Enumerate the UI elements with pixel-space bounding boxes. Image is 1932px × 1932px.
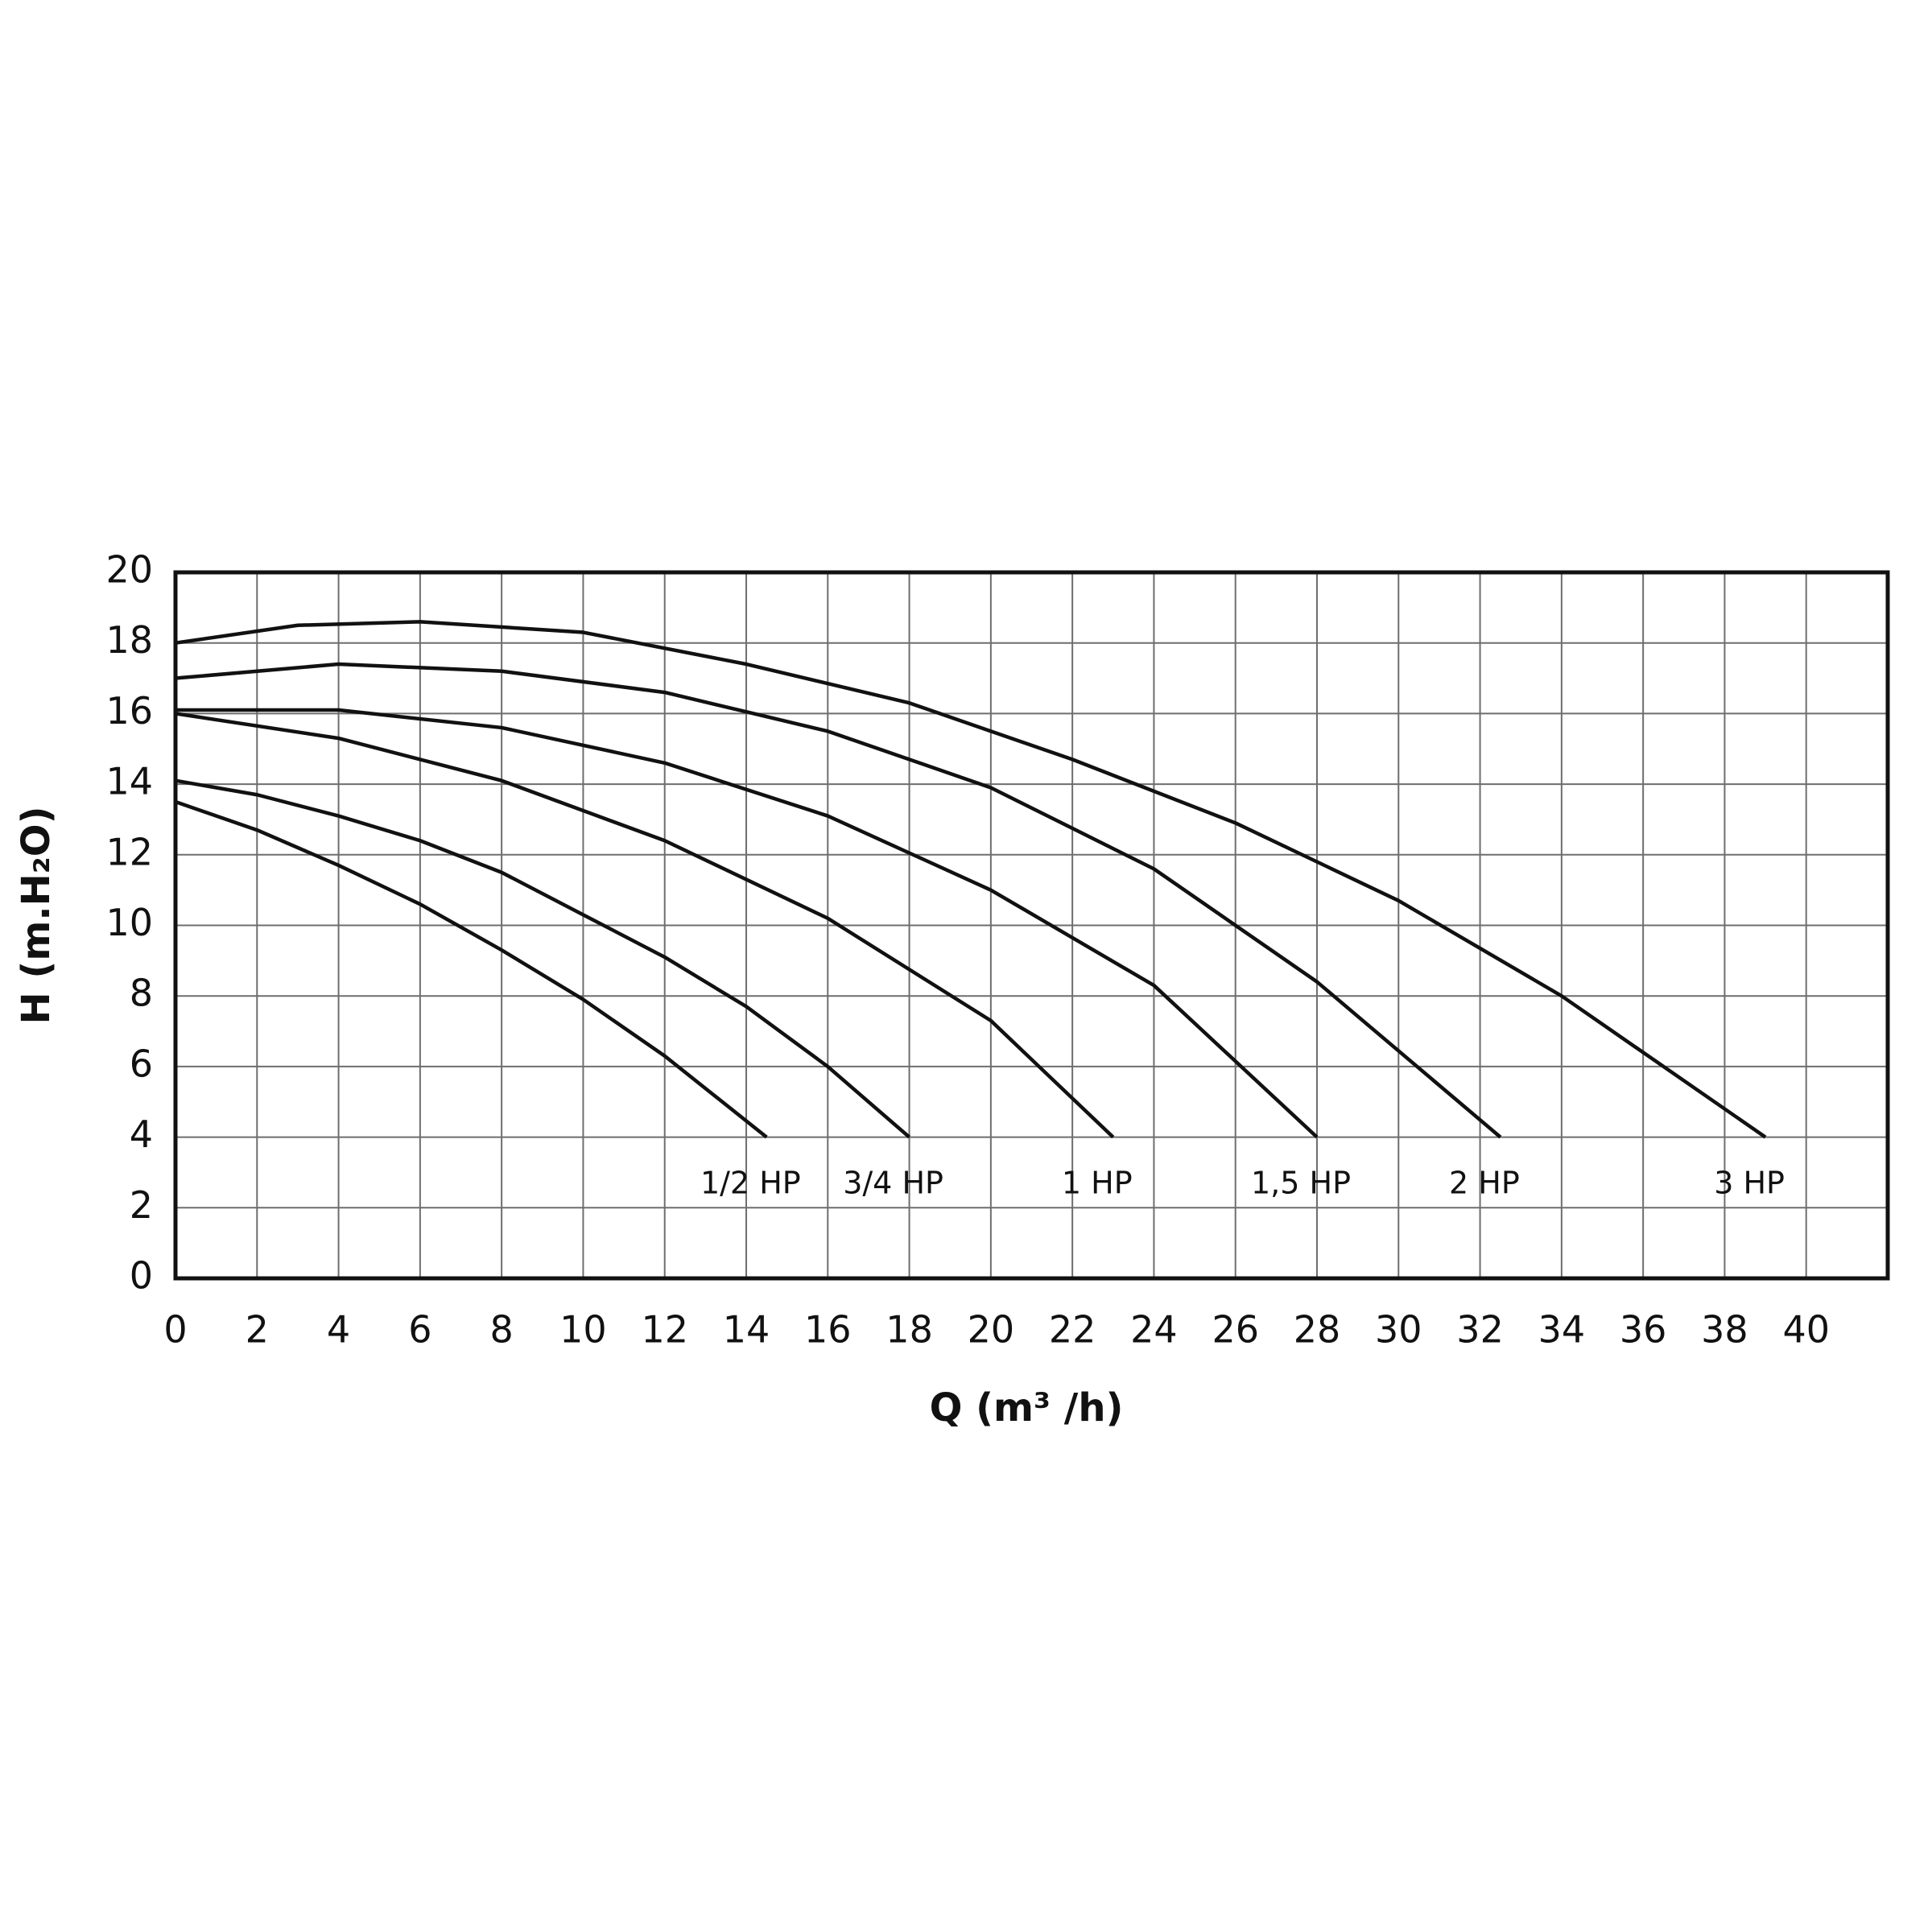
curve-label: 1,5 HP: [1251, 1166, 1351, 1201]
curve-label: 1/2 HP: [700, 1166, 801, 1201]
y-tick-label: 0: [130, 1254, 153, 1298]
x-tick-label: 36: [1620, 1308, 1667, 1352]
pump-curve: [175, 662, 1502, 1139]
curve-label: 1 HP: [1062, 1166, 1133, 1201]
curve-label: 2 HP: [1449, 1166, 1520, 1201]
x-tick-label: 12: [641, 1308, 688, 1352]
x-tick-label: 2: [246, 1308, 269, 1352]
y-tick-label: 8: [130, 972, 153, 1015]
x-tick-label: 30: [1375, 1308, 1422, 1352]
x-axis-title: Q (m³ /h): [930, 1385, 1124, 1430]
curve-label: 3 HP: [1714, 1166, 1785, 1201]
y-tick-label: 20: [105, 548, 153, 592]
y-tick-label: 6: [130, 1042, 153, 1085]
x-tick-label: 18: [886, 1308, 933, 1352]
x-tick-label: 34: [1538, 1308, 1586, 1352]
y-tick-label: 18: [105, 618, 153, 662]
x-tick-label: 38: [1701, 1308, 1748, 1352]
x-tick-label: 28: [1294, 1308, 1341, 1352]
x-tick-label: 22: [1049, 1308, 1096, 1352]
y-tick-label: 12: [105, 830, 153, 873]
x-tick-label: 4: [327, 1308, 350, 1352]
x-tick-label: 16: [804, 1308, 852, 1352]
y-tick-label: 4: [130, 1113, 153, 1156]
x-tick-label: 0: [163, 1308, 187, 1352]
y-axis-title: H (m.H₂O): [14, 806, 59, 1024]
curve-label: 3/4 HP: [843, 1166, 943, 1201]
y-tick-label: 14: [105, 760, 153, 803]
pump-curve: [175, 620, 1767, 1139]
x-tick-label: 14: [723, 1308, 770, 1352]
y-tick-label: 16: [105, 689, 153, 733]
x-tick-label: 40: [1782, 1308, 1830, 1352]
x-tick-label: 10: [559, 1308, 607, 1352]
pump-curve: [175, 799, 768, 1139]
y-tick-label: 2: [130, 1183, 153, 1227]
x-tick-label: 24: [1130, 1308, 1178, 1352]
pump-curve: [175, 778, 911, 1139]
x-tick-label: 20: [968, 1308, 1015, 1352]
pump-curve: [175, 708, 1319, 1139]
y-tick-label: 10: [105, 901, 153, 944]
pump-curve: [175, 712, 1115, 1139]
x-tick-label: 26: [1212, 1308, 1259, 1352]
x-tick-label: 8: [490, 1308, 514, 1352]
x-tick-label: 32: [1456, 1308, 1504, 1352]
x-tick-label: 6: [408, 1308, 431, 1352]
plot-frame: [173, 570, 1890, 1281]
